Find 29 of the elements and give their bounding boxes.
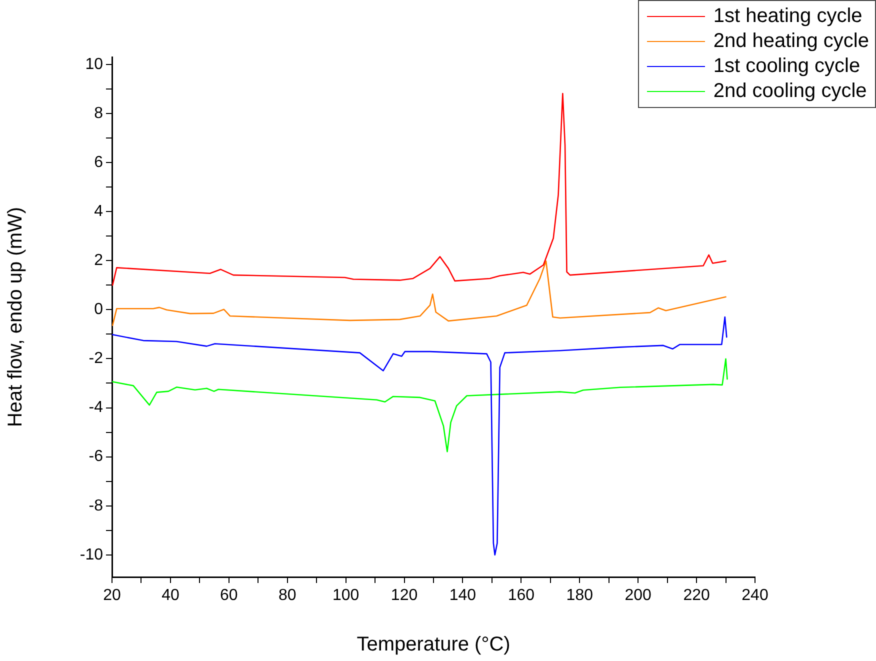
x-tick-label: 100	[332, 587, 360, 604]
y-tick-label: -4	[88, 399, 104, 416]
x-tick-label: 120	[390, 587, 418, 604]
x-tick-label: 60	[220, 587, 238, 604]
legend-label: 1st heating cycle	[713, 4, 862, 29]
x-tick-label: 80	[278, 587, 296, 604]
x-tick-label: 240	[742, 587, 768, 604]
y-tick-label: 8	[94, 104, 104, 122]
y-tick-label: -2	[88, 350, 104, 368]
y-tick-label: 0	[94, 301, 104, 318]
legend-label: 1st cooling cycle	[713, 54, 860, 79]
x-axis-title: Temperature (°C)	[356, 634, 510, 656]
y-tick-label: 4	[94, 202, 104, 220]
y-tick-label: 10	[85, 56, 104, 73]
x-tick-label: 160	[508, 587, 535, 604]
x-tick-label: 200	[624, 587, 652, 604]
legend-label: 2nd heating cycle	[713, 29, 869, 54]
y-tick-label: -6	[88, 448, 104, 466]
y-tick-label: 6	[94, 154, 104, 171]
x-tick-label: 180	[566, 587, 594, 604]
x-tick-label: 40	[162, 587, 180, 604]
x-tick-label: 20	[103, 587, 121, 604]
y-tick-label: 2	[94, 252, 104, 269]
x-tick-label: 140	[449, 587, 476, 604]
y-tick-label: -8	[88, 497, 104, 514]
legend-label: 2nd cooling cycle	[713, 79, 867, 104]
x-tick-label: 220	[683, 587, 710, 604]
y-tick-label: -10	[80, 546, 104, 564]
y-axis-title: Heat flow, endo up (mW)	[4, 206, 27, 428]
